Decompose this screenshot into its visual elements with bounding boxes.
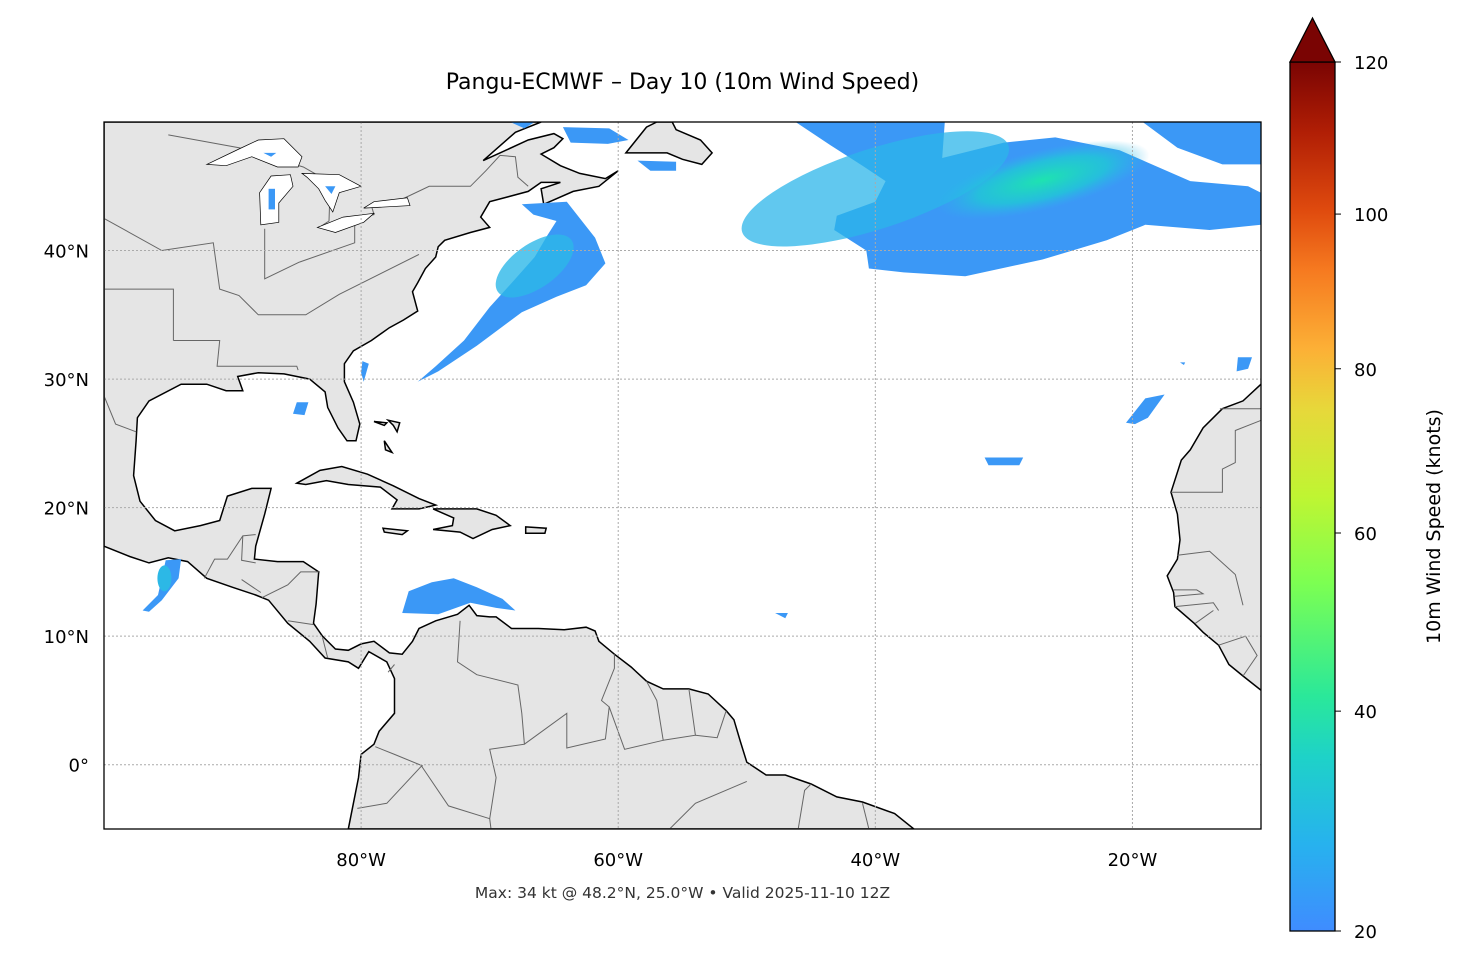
- lat-tick-label: 10°N: [44, 627, 89, 648]
- wind-speed-region: [984, 457, 1024, 466]
- colorbar-tick-label: 120: [1354, 53, 1388, 74]
- border-line: [104, 395, 137, 433]
- border-line: [862, 803, 870, 829]
- lake-ontario: [363, 197, 411, 209]
- border-line: [1177, 550, 1244, 606]
- puerto-rico-land: [524, 526, 548, 535]
- wind-speed-region: [1126, 394, 1165, 425]
- wind-speed-region: [1142, 122, 1261, 165]
- lon-tick-label: 80°W: [336, 850, 386, 871]
- wind-speed-region: [562, 127, 629, 144]
- colorbar-tick-label: 80: [1354, 360, 1377, 381]
- lake-michigan: [259, 174, 294, 226]
- colorbar-tick-label: 40: [1354, 702, 1377, 723]
- americas-land: [104, 122, 916, 829]
- wind-speed-region: [325, 186, 336, 194]
- border-line: [456, 620, 525, 829]
- wind-speed-region: [1180, 362, 1186, 365]
- border-line: [173, 340, 299, 371]
- wind-speed-region: [402, 578, 516, 615]
- map-title: Pangu-ECMWF – Day 10 (10m Wind Speed): [445, 70, 920, 95]
- colorbar-label: 10m Wind Speed (knots): [1423, 409, 1445, 644]
- border-line: [1173, 589, 1205, 597]
- border-line: [261, 571, 320, 599]
- colorbar-tick-label: 60: [1354, 524, 1377, 545]
- wind-speed-region: [361, 361, 369, 382]
- wind-speed-core: [495, 234, 574, 298]
- border-line: [524, 654, 615, 749]
- border-line: [104, 288, 174, 341]
- border-line: [104, 217, 420, 316]
- lake-erie: [316, 212, 376, 233]
- wind-speed-region: [637, 160, 677, 171]
- border-line: [287, 620, 314, 626]
- border-line: [1174, 602, 1220, 611]
- wind-speed-core: [157, 565, 172, 592]
- border-line: [322, 637, 329, 659]
- lat-tick-label: 30°N: [44, 370, 89, 391]
- cuba-land: [294, 465, 439, 510]
- border-line: [264, 228, 300, 280]
- border-line: [357, 765, 490, 820]
- border-line: [1218, 635, 1258, 677]
- wind-speed-max-core: [935, 140, 1150, 220]
- map-footer: Max: 34 kt @ 48.2°N, 25.0°W • Valid 2025…: [474, 884, 891, 902]
- map-area: [104, 122, 1261, 829]
- colorbar-extend-arrow: [1288, 16, 1337, 63]
- colorbar-tick-label: 100: [1354, 205, 1388, 226]
- lon-tick-label: 20°W: [1108, 850, 1158, 871]
- wind-field: [142, 122, 1261, 619]
- jamaica-land: [381, 527, 410, 536]
- abaco-land: [385, 418, 401, 434]
- lon-tick-label: 60°W: [593, 850, 643, 871]
- border-line: [695, 710, 727, 739]
- lat-tick-label: 20°N: [44, 499, 89, 520]
- lake-superior: [205, 138, 303, 168]
- newfoundland-land: [624, 122, 714, 166]
- border-line: [375, 746, 423, 767]
- border-line: [203, 534, 256, 579]
- border-line: [241, 535, 256, 564]
- grand-bahama-land: [373, 420, 389, 427]
- border-line: [241, 579, 262, 593]
- wind-speed-region: [510, 122, 535, 129]
- lat-tick-label: 0°: [69, 756, 89, 777]
- wind-speed-region: [263, 152, 277, 157]
- colorbar-gradient: [1289, 61, 1336, 932]
- land: [104, 122, 1261, 829]
- wind-speed-region: [1236, 357, 1252, 372]
- map-axes: 80°W 60°W 40°W 20°W 40°N 30°N 20°N 10°N 0°: [44, 242, 1158, 871]
- lon-tick-label: 40°W: [850, 850, 900, 871]
- andros-land: [383, 440, 394, 454]
- hispaniola-land: [432, 508, 512, 540]
- border-line: [1195, 610, 1214, 624]
- border-line: [387, 664, 395, 673]
- gridlines: [104, 122, 1261, 829]
- colorbar-tick-label: 20: [1354, 922, 1377, 943]
- border-line: [1171, 419, 1261, 493]
- colorbar: 20 40 60 80 100 120 10m Wind Speed (knots): [1288, 16, 1445, 943]
- border-line: [797, 783, 812, 829]
- wind-speed-region: [268, 188, 275, 210]
- border-line: [669, 780, 747, 829]
- wind-speed-region: [293, 402, 309, 416]
- wind-speed-core: [741, 131, 1010, 247]
- lat-tick-label: 40°N: [44, 242, 89, 263]
- africa-land: [1166, 383, 1261, 691]
- map-frame: [103, 121, 1262, 830]
- border-line: [299, 224, 356, 263]
- wind-speed-region: [775, 613, 788, 619]
